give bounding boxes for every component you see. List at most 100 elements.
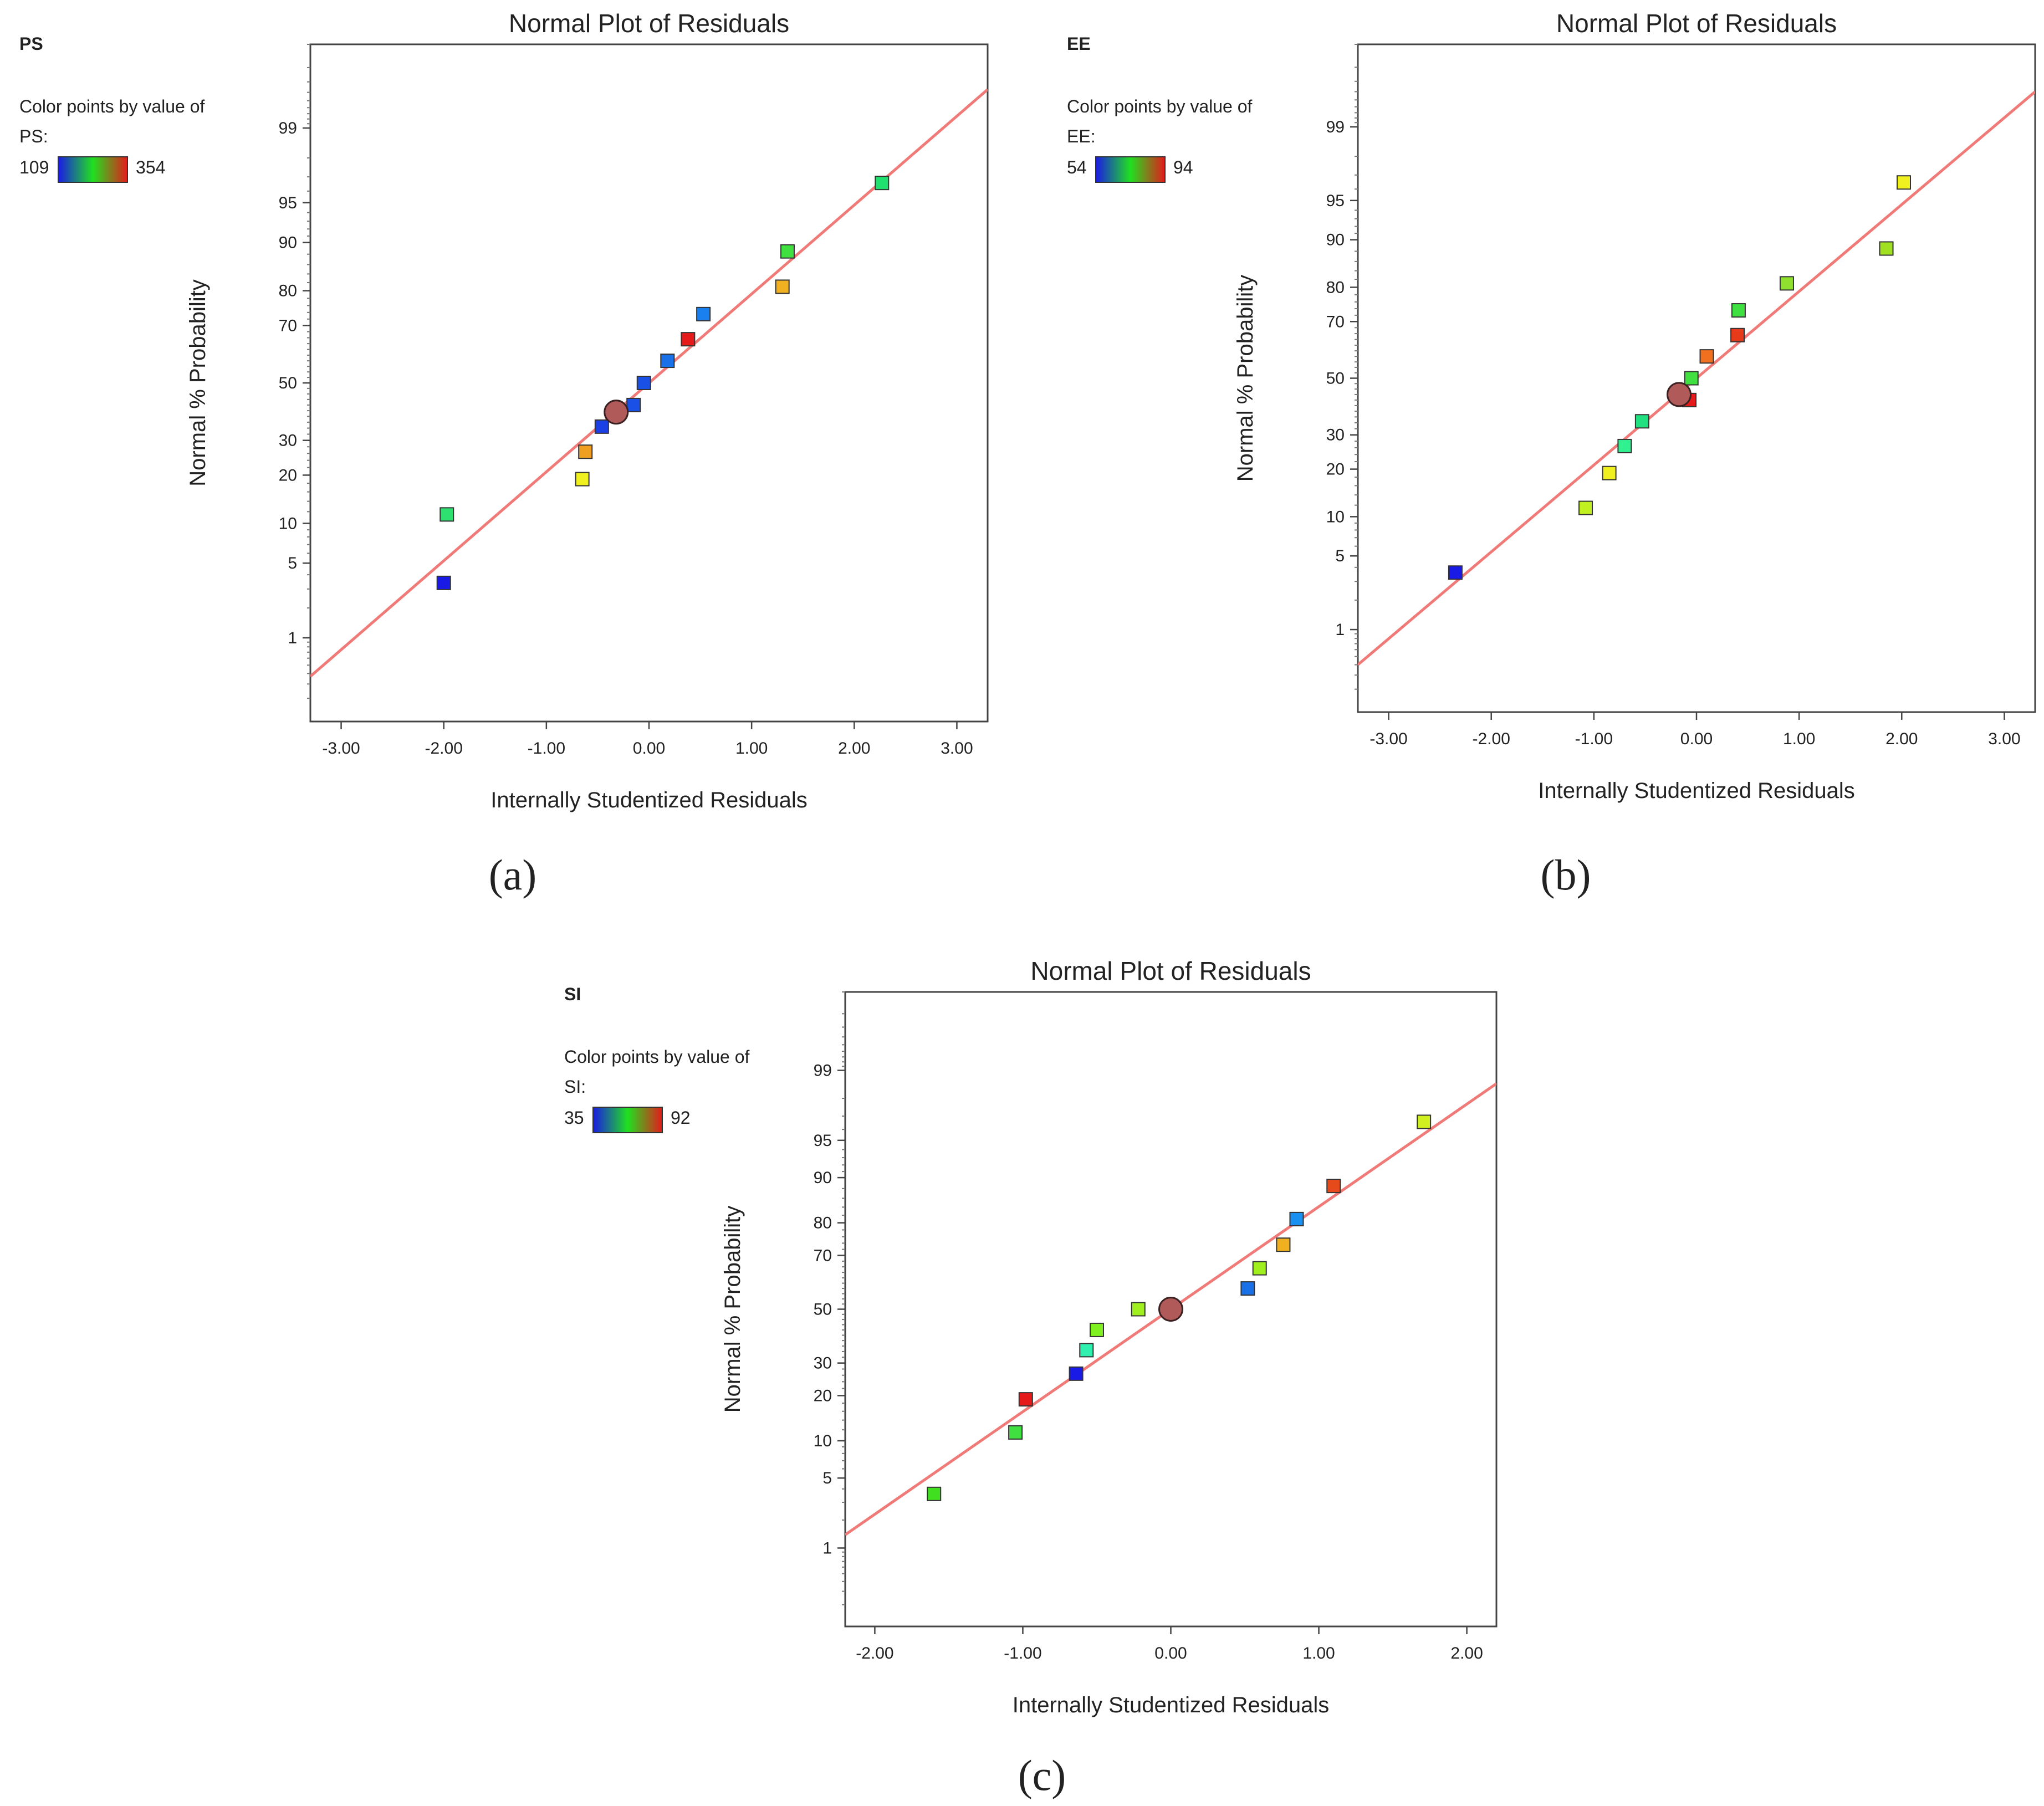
y-tick-label: 70 [814,1246,832,1265]
x-tick-label: 1.00 [1302,1644,1335,1662]
data-point [1289,1211,1304,1226]
color-max-label: 94 [1173,157,1193,177]
color-by-text: Color points by value of [1067,96,1253,116]
y-tick-label: 50 [1326,370,1345,388]
highlighted-point [1667,382,1692,407]
color-legend: SI Color points by value of SI: 35 92 [564,984,750,1133]
color-variable-label: SI: [564,1077,586,1097]
color-min-label: 109 [19,157,49,177]
data-point [1448,565,1463,580]
x-axis-label: Internally Studentized Residuals [1538,779,1854,803]
y-tick-label: 95 [279,194,297,212]
x-tick-label: -1.00 [528,739,565,758]
x-tick-label: 1.00 [1783,730,1815,748]
x-tick-label: -3.00 [322,739,360,758]
chart-title: Normal Plot of Residuals [1030,956,1311,985]
data-point [1779,276,1794,291]
color-scale-bar [1095,156,1166,183]
response-label: PS [19,34,43,54]
x-tick-label: -1.00 [1004,1644,1041,1662]
y-tick-label: 30 [814,1354,832,1373]
y-tick-label: 50 [814,1301,832,1319]
color-scale-bar [592,1107,663,1133]
data-point [578,444,593,459]
y-tick-label: 80 [1326,278,1345,296]
y-tick-label: 90 [1326,231,1345,249]
data-point [1617,438,1632,453]
y-axis-label: Normal % Probability [186,279,210,486]
data-point [626,397,641,412]
data-point [1731,303,1746,318]
x-tick-label: 2.00 [1450,1644,1483,1662]
data-point [1417,1114,1432,1129]
color-variable-label: PS: [19,126,48,146]
data-point [1602,465,1617,480]
data-point [436,575,451,590]
y-tick-label: 90 [279,234,297,252]
y-tick-label: 99 [279,119,297,137]
y-tick-label: 10 [1326,508,1345,526]
y-tick-label: 5 [1335,547,1345,565]
color-min-label: 35 [564,1108,584,1128]
data-point [1089,1322,1104,1337]
data-point [594,419,609,434]
y-tick-label: 30 [1326,426,1345,444]
data-point [681,332,696,347]
y-tick-label: 5 [822,1469,832,1487]
y-tick-label: 5 [288,554,297,572]
chart-panel-a: Normal Plot of Residuals 1 5 10 20 30 50 70 80 90… [19,9,989,899]
color-min-label: 54 [1067,157,1087,177]
y-tick-label: 95 [1326,192,1345,210]
x-tick-label: 0.00 [1680,730,1713,748]
y-tick-label: 70 [1326,313,1345,331]
y-tick-label: 99 [1326,118,1345,136]
y-tick-label: 80 [814,1214,832,1232]
data-point [1069,1366,1084,1381]
panel-caption: (c) [1018,1751,1066,1799]
y-tick-label: 20 [814,1387,832,1405]
data-point [1879,241,1894,256]
data-point [440,507,454,522]
chart-panel-c: Normal Plot of Residuals 1 5 10 20 30 50 70 80 90… [564,956,1498,1799]
response-label: EE [1067,34,1091,54]
x-tick-label: -3.00 [1370,730,1407,748]
y-axis-label: Normal % Probability [720,1206,745,1413]
y-tick-label: 50 [279,374,297,392]
x-tick-label: -2.00 [856,1644,893,1662]
data-point [875,176,890,191]
data-point [1634,414,1649,429]
data-point [1252,1261,1267,1276]
y-tick-label: 10 [814,1432,832,1450]
color-legend: PS Color points by value of PS: 109 354 [19,34,205,183]
y-axis-label: Normal % Probability [1233,275,1258,482]
data-point [1699,349,1714,364]
panel-caption: (b) [1541,851,1591,899]
color-legend: EE Color points by value of EE: 54 94 [1067,34,1253,183]
color-variable-label: EE: [1067,126,1096,146]
y-tick-label: 70 [279,316,297,335]
y-tick-label: 80 [279,282,297,300]
data-point [1730,328,1745,342]
data-point [1079,1343,1094,1358]
data-point [575,472,590,487]
chart-title: Normal Plot of Residuals [509,9,789,38]
x-tick-label: 2.00 [1885,730,1918,748]
y-tick-label: 95 [814,1132,832,1150]
data-point [1326,1179,1341,1194]
y-tick-label: 1 [1335,621,1345,639]
data-point [775,279,790,294]
x-tick-label: -2.00 [1473,730,1510,748]
data-point [1240,1281,1255,1296]
data-point [1684,371,1699,386]
color-scale-bar [58,156,128,183]
y-tick-label: 20 [279,466,297,484]
y-tick-label: 1 [822,1539,832,1557]
color-by-text: Color points by value of [19,96,205,116]
highlighted-point [604,400,629,425]
y-tick-label: 20 [1326,461,1345,479]
data-point [1578,500,1593,515]
data-point [1131,1302,1146,1317]
y-tick-label: 30 [279,432,297,450]
x-tick-label: -2.00 [425,739,463,758]
